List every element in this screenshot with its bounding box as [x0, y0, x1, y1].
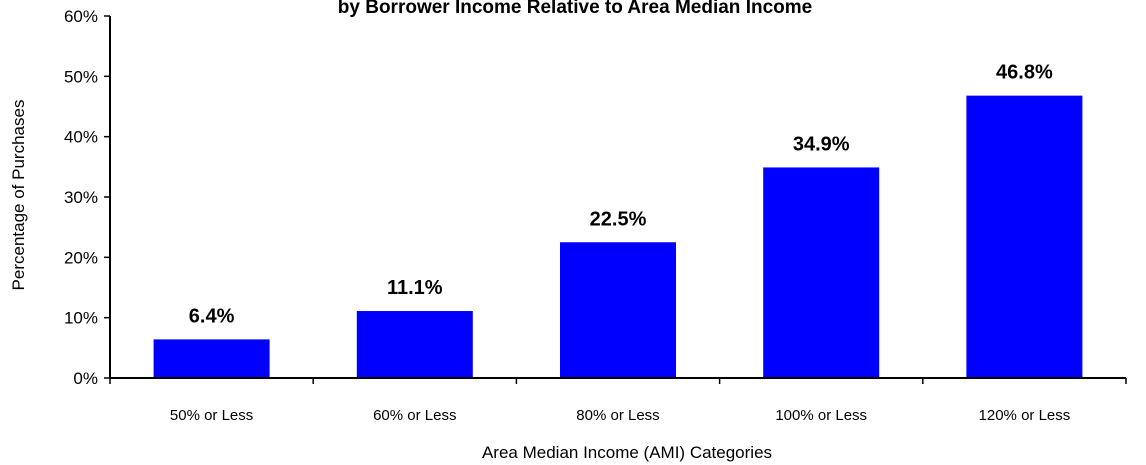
y-tick-label: 40% — [64, 128, 98, 147]
y-axis-ticks: 0% 10% 20% 30% 40% 50% 60% — [64, 7, 110, 388]
y-tick-label: 0% — [73, 369, 98, 388]
x-axis-label: Area Median Income (AMI) Categories — [482, 443, 772, 462]
bar-value-label: 34.9% — [793, 133, 850, 155]
category-label: 80% or Less — [576, 407, 659, 424]
category-label: 100% or Less — [775, 407, 867, 424]
bar — [763, 167, 880, 378]
bar-value-label: 11.1% — [387, 277, 443, 299]
x-axis-ticks: 50% or Less 60% or Less 80% or Less 100% or… — [109, 378, 1127, 424]
bar — [356, 311, 473, 378]
bar — [966, 95, 1083, 378]
category-label: 50% or Less — [170, 407, 253, 424]
category-label: 120% or Less — [979, 407, 1071, 424]
y-axis-label: Percentage of Purchases — [9, 100, 28, 291]
y-tick-label: 30% — [64, 188, 98, 207]
category-label: 60% or Less — [373, 407, 456, 424]
y-tick-label: 10% — [64, 309, 98, 328]
y-tick-label: 50% — [64, 67, 98, 86]
bar — [153, 339, 270, 378]
y-tick-label: 60% — [64, 7, 98, 26]
chart-title: by Borrower Income Relative to Area Medi… — [338, 0, 812, 18]
bars: 6.4% 11.1% 22.5% 34.9% 46.8% — [153, 62, 1083, 378]
bar-value-label: 46.8% — [996, 62, 1053, 84]
bar-value-label: 22.5% — [590, 208, 647, 230]
bar — [560, 242, 676, 378]
y-tick-label: 20% — [64, 248, 98, 267]
bar-value-label: 6.4% — [189, 305, 235, 327]
